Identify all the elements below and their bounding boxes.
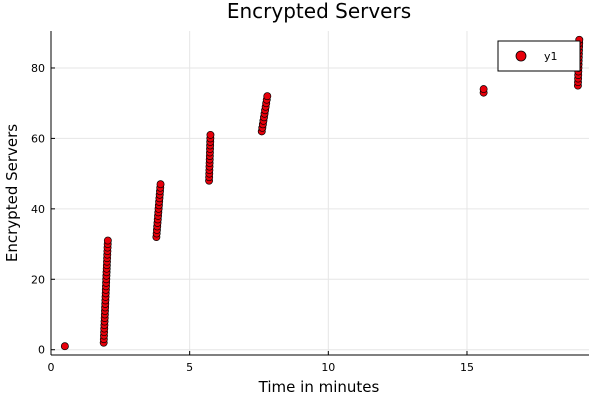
data-point — [60, 342, 69, 351]
y-axis-label: Encrypted Servers — [3, 124, 21, 262]
x-tick-label: 10 — [321, 361, 335, 374]
y-tick-label: 80 — [31, 62, 45, 75]
data-point — [263, 92, 272, 101]
axes — [50, 31, 589, 356]
y-tick-label: 20 — [31, 273, 45, 286]
data-points — [60, 35, 584, 351]
y-tick-label: 40 — [31, 203, 45, 216]
x-tick-label: 15 — [460, 361, 474, 374]
legend-box — [497, 40, 581, 72]
y-tick-label: 60 — [31, 132, 45, 145]
legend-marker — [515, 50, 527, 62]
x-axis-label: Time in minutes — [258, 378, 380, 396]
tick-labels: 0 5 10 15 0 20 40 60 80 — [31, 62, 474, 374]
y-tick-label: 0 — [38, 344, 45, 357]
grid-lines — [50, 31, 589, 355]
chart-title: Encrypted Servers — [227, 0, 411, 23]
legend: y1 — [497, 40, 581, 72]
legend-label-y1: y1 — [544, 50, 558, 63]
data-point — [156, 180, 165, 189]
data-point — [103, 236, 112, 245]
x-tick-label: 5 — [186, 361, 193, 374]
data-point — [206, 130, 215, 139]
data-point — [479, 85, 488, 94]
x-tick-label: 0 — [48, 361, 55, 374]
